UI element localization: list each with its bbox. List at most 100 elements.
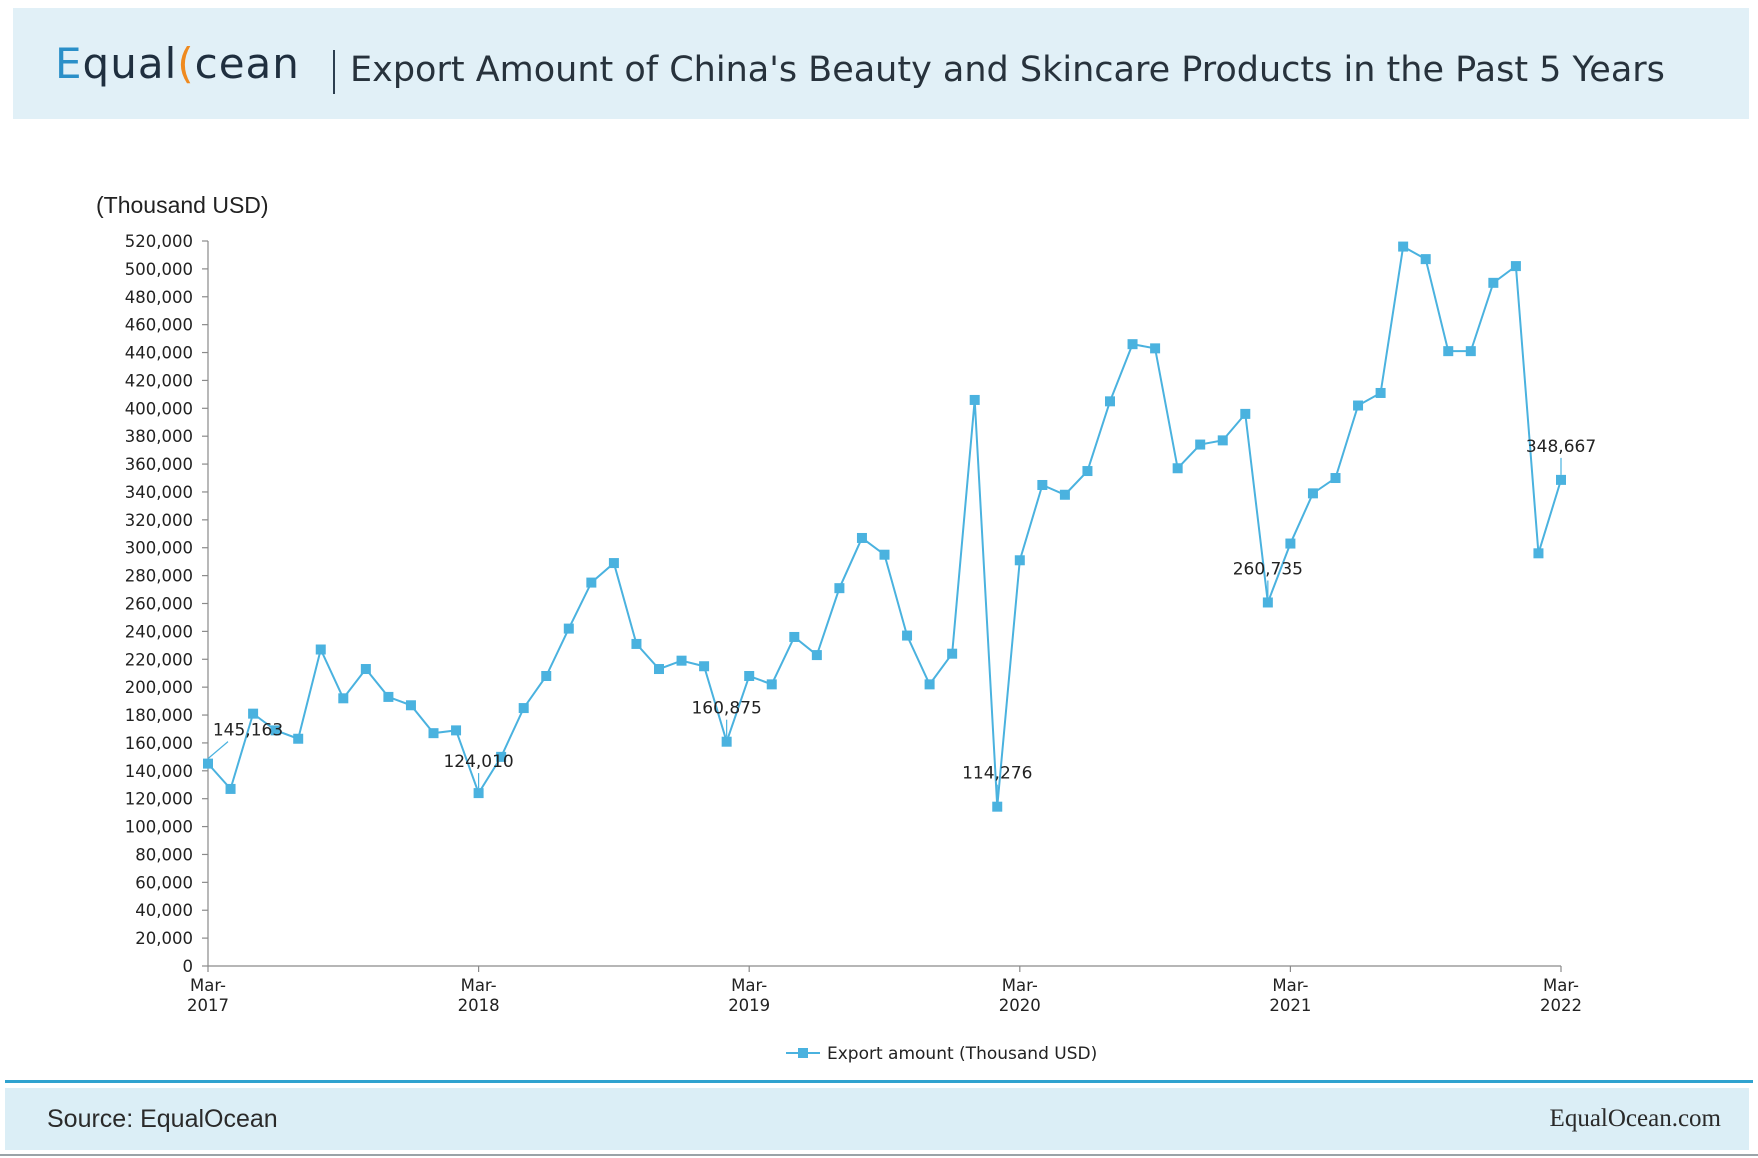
y-tick-label: 180,000 <box>125 706 193 725</box>
y-tick-label: 400,000 <box>125 399 193 418</box>
y-tick-label: 0 <box>183 957 194 976</box>
data-point <box>1285 538 1296 549</box>
data-point <box>360 664 371 675</box>
data-point <box>1217 435 1228 446</box>
data-point <box>1037 479 1048 490</box>
y-tick-label: 140,000 <box>125 762 193 781</box>
data-point <box>1240 408 1251 419</box>
y-tick-label: 440,000 <box>125 344 193 363</box>
y-tick-label: 280,000 <box>125 567 193 586</box>
x-tick-label-year: 2019 <box>728 996 770 1015</box>
data-point <box>270 725 281 736</box>
chart-title: Export Amount of China's Beauty and Skin… <box>350 50 1665 90</box>
x-tick-label-month: Mar- <box>190 976 226 995</box>
data-point <box>248 708 259 719</box>
data-label: 348,667 <box>1526 437 1596 457</box>
data-point <box>834 583 845 594</box>
data-point <box>947 648 958 659</box>
data-point <box>518 703 529 714</box>
y-tick-label: 380,000 <box>125 427 193 446</box>
footer-bar: Source: EqualOcean EqualOcean.com <box>5 1088 1749 1150</box>
data-point <box>1353 400 1364 411</box>
data-point <box>1127 339 1138 350</box>
y-tick-label: 20,000 <box>135 929 193 948</box>
site-text: EqualOcean.com <box>1549 1105 1721 1132</box>
data-point <box>1556 474 1566 485</box>
x-tick-label-month: Mar- <box>461 976 497 995</box>
data-point <box>225 783 236 794</box>
data-point <box>405 700 416 711</box>
header-banner: Equal(cean Export Amount of China's Beau… <box>13 8 1749 119</box>
data-point <box>1443 346 1454 357</box>
data-point <box>1465 346 1476 357</box>
data-point <box>1488 277 1499 288</box>
data-point <box>856 532 867 543</box>
data-point <box>631 638 642 649</box>
data-point <box>879 549 890 560</box>
data-point <box>992 801 1003 812</box>
data-point <box>969 394 980 405</box>
footer-rule <box>5 1080 1753 1083</box>
data-point <box>1082 466 1093 477</box>
data-point <box>563 623 574 634</box>
y-tick-label: 200,000 <box>125 678 193 697</box>
data-point <box>1398 241 1409 252</box>
y-tick-label: 500,000 <box>125 260 193 279</box>
series-line <box>207 245 1562 807</box>
data-point <box>1014 555 1025 566</box>
title-divider <box>333 50 335 94</box>
data-point <box>699 661 710 672</box>
bottom-border <box>0 1154 1758 1156</box>
data-point <box>541 671 552 681</box>
data-point <box>676 655 687 666</box>
y-tick-label: 320,000 <box>125 511 193 530</box>
x-tick-label-year: 2018 <box>458 996 500 1015</box>
y-tick-label: 300,000 <box>125 539 193 558</box>
data-point <box>473 788 484 799</box>
x-tick-label-month: Mar- <box>1272 976 1308 995</box>
y-unit-label: (Thousand USD) <box>96 192 269 218</box>
x-tick-label-year: 2017 <box>187 996 229 1015</box>
y-tick-label: 460,000 <box>125 316 193 335</box>
y-tick-label: 240,000 <box>125 622 193 641</box>
data-label: 145,163 <box>213 721 283 741</box>
data-point <box>383 691 394 702</box>
y-tick-label: 260,000 <box>125 595 193 614</box>
data-label: 260,735 <box>1233 559 1303 579</box>
data-point <box>496 751 507 762</box>
data-point <box>608 558 619 569</box>
data-point <box>1262 597 1273 608</box>
data-label: 124,010 <box>443 752 513 772</box>
data-point <box>1533 548 1544 559</box>
y-tick-label: 120,000 <box>125 790 193 809</box>
y-tick-label: 340,000 <box>125 483 193 502</box>
data-point <box>293 733 304 744</box>
data-point <box>1330 473 1341 484</box>
y-tick-label: 100,000 <box>125 818 193 837</box>
x-tick-label-year: 2020 <box>999 996 1041 1015</box>
data-point <box>924 679 935 690</box>
data-point <box>766 679 777 690</box>
y-tick-label: 420,000 <box>125 371 193 390</box>
data-label: 114,276 <box>962 764 1032 784</box>
x-tick-label-year: 2022 <box>1540 996 1582 1015</box>
x-tick-label-month: Mar- <box>1002 976 1038 995</box>
data-point <box>1375 387 1386 398</box>
data-point <box>451 725 462 736</box>
data-point <box>744 671 755 681</box>
y-tick-label: 60,000 <box>135 873 193 892</box>
source-text: Source: EqualOcean <box>47 1105 278 1133</box>
data-point <box>789 631 800 642</box>
equalocean-logo: Equal(cean <box>55 39 300 88</box>
y-tick-label: 160,000 <box>125 734 193 753</box>
data-point <box>721 736 732 747</box>
data-label-leader <box>207 741 229 760</box>
legend-marker <box>798 1048 808 1058</box>
legend-label: Export amount (Thousand USD) <box>827 1044 1097 1064</box>
data-label: 160,875 <box>691 699 761 719</box>
data-point <box>338 693 349 704</box>
data-point <box>1510 261 1521 272</box>
y-tick-label: 80,000 <box>135 845 193 864</box>
data-point <box>1307 488 1318 499</box>
x-tick-label-year: 2021 <box>1269 996 1311 1015</box>
